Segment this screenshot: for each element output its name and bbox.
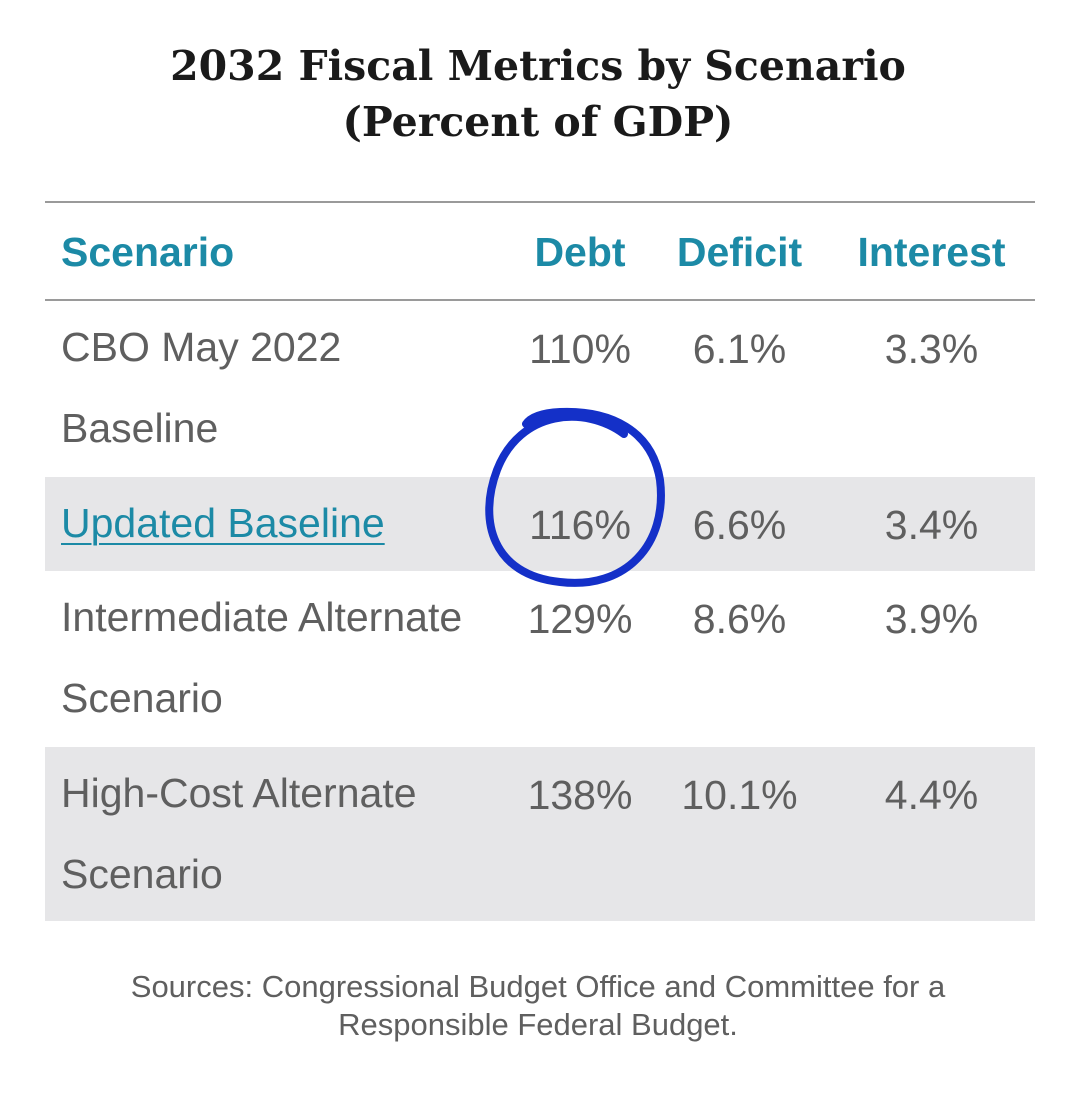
fiscal-metrics-table: Scenario Debt Deficit Interest CBO May 2… [45,201,1035,921]
table-row: CBO May 2022 Baseline 110% 6.1% 3.3% [45,301,1035,477]
column-header-deficit: Deficit [676,229,803,275]
scenario-cell: Intermediate Alternate Scenario [61,594,463,721]
table-row: Updated Baseline 116% 6.6% 3.4% [45,477,1035,571]
scenario-cell: CBO May 2022 Baseline [61,324,342,451]
table-row: Intermediate Alternate Scenario 129% 8.6… [45,571,1035,747]
debt-cell: 138% [527,772,633,818]
column-header-interest: Interest [857,229,1006,275]
deficit-cell: 10.1% [681,772,798,818]
deficit-cell: 8.6% [692,596,787,642]
debt-cell: 116% [529,502,631,548]
debt-cell: 129% [527,596,633,642]
interest-cell: 3.9% [884,596,979,642]
updated-baseline-link[interactable]: Updated Baseline [61,500,385,546]
chart-title-line-2: (Percent of GDP) [342,98,734,146]
source-line-2: Responsible Federal Budget. [338,1007,738,1042]
table-header: Scenario Debt Deficit Interest [45,203,1035,301]
interest-cell: 3.4% [884,502,979,548]
source-line-1: Sources: Congressional Budget Office and… [130,969,946,1004]
chart-title: 2032 Fiscal Metrics by Scenario (Percent… [0,38,1076,150]
column-header-scenario: Scenario [61,229,235,275]
interest-cell: 3.3% [884,326,979,372]
source-note: Sources: Congressional Budget Office and… [0,968,1076,1044]
deficit-cell: 6.6% [692,502,787,548]
table-row: High-Cost Alternate Scenario 138% 10.1% … [45,747,1035,921]
chart-title-line-1: 2032 Fiscal Metrics by Scenario [170,42,906,90]
scenario-cell: High-Cost Alternate Scenario [61,770,417,897]
column-header-debt: Debt [534,229,626,275]
deficit-cell: 6.1% [692,326,787,372]
debt-cell: 110% [529,326,631,372]
interest-cell: 4.4% [884,772,979,818]
